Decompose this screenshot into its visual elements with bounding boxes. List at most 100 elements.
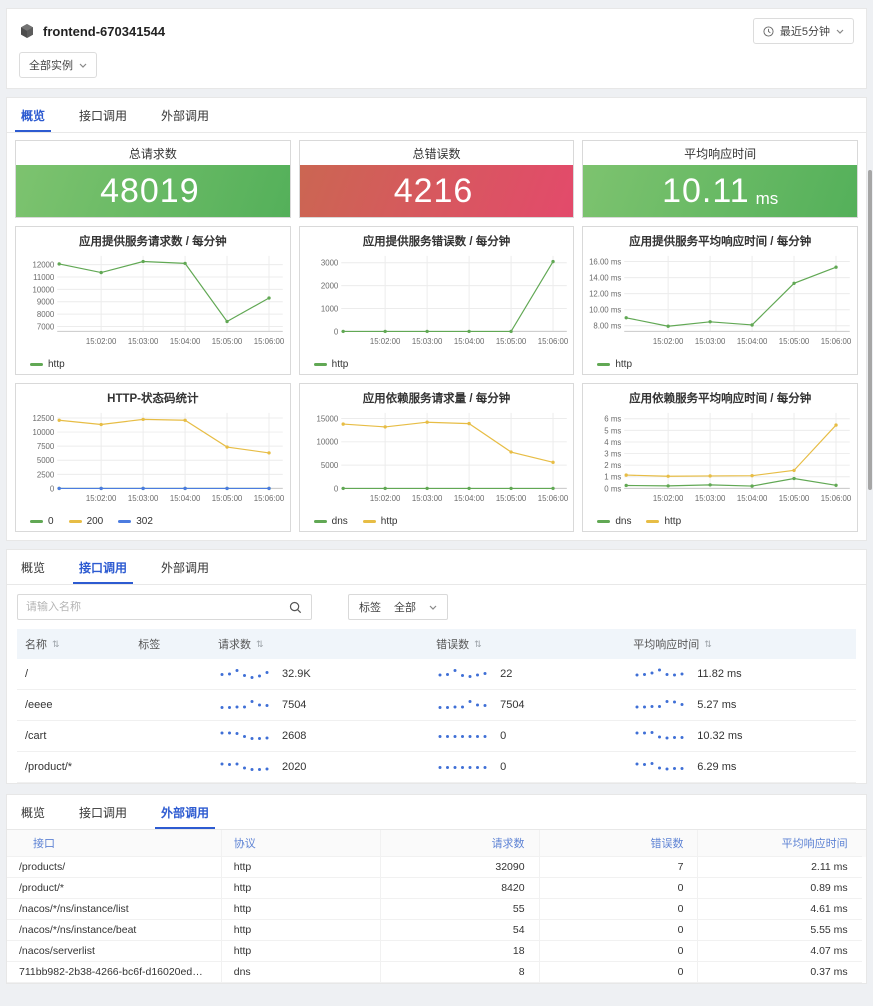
legend-item[interactable]: http (597, 359, 632, 370)
svg-text:15:04:00: 15:04:00 (170, 337, 201, 346)
interface-name[interactable]: /eeee (25, 699, 53, 711)
stat-title: 平均响应时间 (684, 147, 757, 161)
legend-swatch-icon (362, 520, 376, 523)
sort-icon[interactable]: ⇅ (255, 638, 264, 649)
interface-name[interactable]: / (25, 668, 29, 680)
col-header-avg-rt[interactable]: 平均响应时间 (698, 830, 862, 857)
legend-item[interactable]: http (646, 516, 681, 527)
external-table-row[interactable]: /nacos/*/ns/instance/list http 55 0 4.61 ms (7, 899, 866, 920)
interface-tag (130, 667, 210, 681)
search-icon[interactable] (285, 601, 311, 614)
app-cube-icon (19, 23, 35, 39)
requests: 2608 (210, 721, 428, 751)
errors: 0 (539, 920, 699, 941)
col-header-requests[interactable]: 请求数 ⇅ (217, 638, 264, 652)
legend-swatch-icon (30, 363, 43, 366)
avg-response-time-value: 10.32 ms (697, 730, 743, 742)
instance-filter-dropdown[interactable]: 全部实例 (19, 52, 97, 78)
interface-table-row[interactable]: / 32.9K 22 11.82 ms (17, 659, 856, 690)
interface-table-row[interactable]: /cart 2608 0 10.32 ms (17, 721, 856, 752)
tag-filter-dropdown[interactable]: 标签 全部 (348, 594, 448, 620)
svg-text:10000: 10000 (316, 438, 338, 447)
legend-item[interactable]: 302 (118, 516, 153, 527)
chart-legend: dns http (585, 516, 855, 530)
legend-item[interactable]: http (30, 359, 65, 370)
tab-interface-calls[interactable]: 接口调用 (79, 109, 128, 123)
legend-label: 200 (86, 516, 104, 527)
avg-response-time-value: 5.27 ms (697, 699, 737, 711)
external-table-row[interactable]: /nacos/serverlist http 18 0 4.07 ms (7, 941, 866, 962)
legend-item[interactable]: http (362, 516, 397, 527)
stat-value: 10.11 (662, 171, 750, 210)
legend-item[interactable]: 0 (30, 516, 54, 527)
page-scrollbar[interactable] (868, 170, 872, 490)
interface-table-row[interactable]: /product/* 2020 0 6.29 ms (17, 752, 856, 783)
interface-tabbar: 概览 接口调用 外部调用 (7, 550, 866, 585)
col-header-errors[interactable]: 错误数 (539, 830, 699, 857)
sort-icon[interactable]: ⇅ (52, 638, 60, 649)
col-header-requests[interactable]: 请求数 (380, 830, 540, 857)
sort-icon[interactable]: ⇅ (474, 638, 482, 649)
clock-icon (763, 25, 774, 37)
external-table-row[interactable]: /nacos/*/ns/instance/beat http 54 0 5.55 ms (7, 920, 866, 941)
trend-sparkline (635, 731, 684, 740)
errors: 0 (539, 962, 699, 983)
requests: 55 (380, 899, 540, 920)
stat-card-avg-response-time: 平均响应时间 10.11 ms (582, 140, 859, 218)
chart-legend: http (585, 359, 855, 373)
tab-overview[interactable]: 概览 (21, 561, 46, 575)
requests-value: 32.9K (281, 668, 311, 680)
legend-swatch-icon (30, 520, 43, 523)
trend-sparkline (438, 766, 487, 769)
tab-external-calls[interactable]: 外部调用 (161, 561, 210, 575)
tab-external-calls[interactable]: 外部调用 (155, 795, 216, 829)
svg-text:15:02:00: 15:02:00 (653, 494, 684, 503)
svg-text:15:03:00: 15:03:00 (412, 494, 443, 503)
interface-name[interactable]: /product/* (25, 761, 73, 773)
interface-name: /products/ (7, 857, 222, 878)
external-table-row[interactable]: 711bb982-2b38-4266-bc6f-d16020ed20c5-0.a… (7, 962, 866, 983)
col-header-protocol[interactable]: 协议 (221, 830, 381, 857)
svg-text:15:03:00: 15:03:00 (128, 337, 159, 346)
stat-card-total-requests: 总请求数 48019 (15, 140, 291, 218)
external-table-row[interactable]: /product/* http 8420 0 0.89 ms (7, 878, 866, 899)
tab-overview[interactable]: 概览 (21, 806, 46, 820)
chart-provided-avg-rt: 应用提供服务平均响应时间 / 每分钟 8.00 ms 10.00 ms 12.00 … (582, 226, 858, 375)
trend-sparkline (220, 700, 269, 709)
interface-table-row[interactable]: /eeee 7504 7504 5.27 ms (17, 690, 856, 721)
legend-item[interactable]: http (313, 359, 348, 370)
sort-icon[interactable]: ⇅ (704, 638, 712, 649)
col-header-interface[interactable]: 接口 (7, 830, 222, 857)
tab-interface-calls[interactable]: 接口调用 (79, 806, 128, 820)
legend-item[interactable]: dns (597, 516, 631, 527)
time-range-selector[interactable]: 最近5分钟 (752, 18, 854, 44)
name-search-input[interactable] (18, 601, 285, 613)
svg-text:15:06:00: 15:06:00 (821, 337, 852, 346)
col-header-avg-rt[interactable]: 平均响应时间 ⇅ (633, 638, 712, 652)
interface-name[interactable]: /cart (25, 730, 47, 742)
chart-canvas: 0 ms 1 ms 2 ms 3 ms 4 ms 5 ms 6 ms 15:02:00 15:0… (605, 412, 852, 503)
tab-external-calls[interactable]: 外部调用 (161, 109, 210, 123)
svg-text:15:04:00: 15:04:00 (737, 494, 768, 503)
requests: 2020 (210, 752, 428, 782)
stat-card-total-errors: 总错误数 4216 (298, 140, 575, 218)
col-header-name[interactable]: 名称 ⇅ (25, 638, 60, 652)
legend-item[interactable]: dns (313, 516, 348, 527)
external-table-row[interactable]: /products/http 32090 7 2.11 ms (7, 857, 866, 878)
trend-sparkline (438, 700, 487, 709)
trend-sparkline (635, 762, 684, 771)
tab-overview[interactable]: 概览 (15, 98, 52, 132)
name-search-box (17, 594, 312, 620)
chart-title: 应用提供服务平均响应时间 / 每分钟 (629, 236, 812, 248)
avg-response-time: 6.29 ms (625, 752, 856, 782)
svg-text:2000: 2000 (321, 282, 339, 291)
external-tabbar: 概览 接口调用 外部调用 (7, 795, 866, 830)
legend-item[interactable]: 200 (68, 516, 104, 527)
interface-name: 711bb982-2b38-4266-bc6f-d16020ed20c5-0.a… (7, 962, 222, 983)
col-header-errors[interactable]: 错误数 ⇅ (436, 638, 482, 652)
external-table: 接口 协议 请求数 错误数 平均响应时间 /products/http 32090… (7, 830, 866, 983)
svg-text:15:04:00: 15:04:00 (454, 337, 485, 346)
avg-response-time: 11.82 ms (625, 659, 856, 689)
tab-interface-calls[interactable]: 接口调用 (73, 550, 134, 584)
stat-cards-row: 总请求数 48019 总错误数 4216 平均响应时间 10.11 ms (15, 140, 859, 218)
